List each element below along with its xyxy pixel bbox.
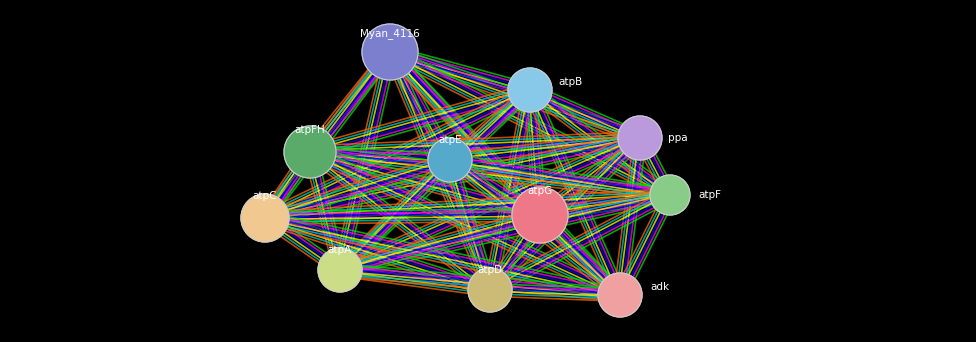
Circle shape — [598, 273, 642, 317]
Text: adk: adk — [650, 282, 670, 292]
Text: atpC: atpC — [253, 191, 277, 201]
Text: atpF: atpF — [698, 190, 721, 200]
Circle shape — [512, 187, 568, 243]
Circle shape — [428, 138, 472, 182]
Text: atpG: atpG — [527, 186, 552, 196]
Circle shape — [468, 268, 512, 312]
Text: ppa: ppa — [668, 133, 688, 143]
Text: atpE: atpE — [438, 135, 462, 145]
Circle shape — [508, 68, 552, 112]
Text: atpB: atpB — [558, 77, 583, 87]
Text: atpFH: atpFH — [295, 125, 325, 135]
Circle shape — [284, 126, 336, 178]
Circle shape — [241, 194, 289, 242]
Text: atpD: atpD — [477, 265, 503, 275]
Circle shape — [618, 116, 662, 160]
Circle shape — [318, 248, 362, 292]
Circle shape — [650, 175, 690, 215]
Text: Myan_4116: Myan_4116 — [360, 28, 420, 39]
Text: atpA: atpA — [328, 245, 352, 255]
Circle shape — [362, 24, 418, 80]
